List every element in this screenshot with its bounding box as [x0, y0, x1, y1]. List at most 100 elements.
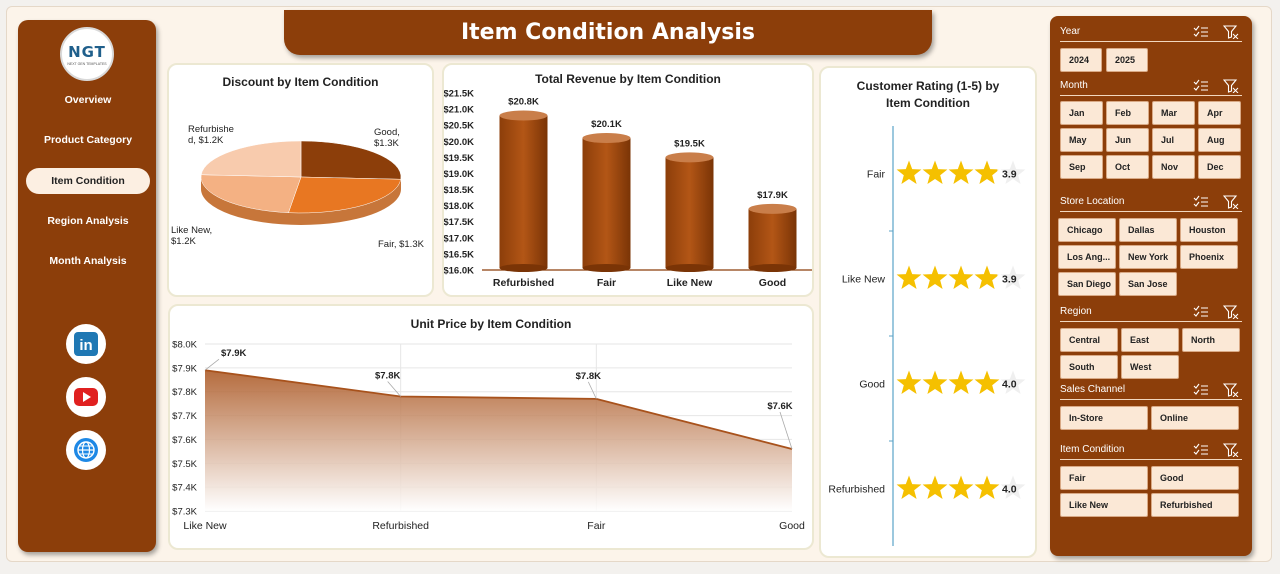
multi-select-icon[interactable] [1193, 383, 1209, 397]
revenue-ytick: $17.5K [444, 217, 474, 228]
clear-filter-icon[interactable] [1223, 25, 1239, 39]
price-area [205, 370, 792, 511]
slicer-chip-region-north[interactable]: North [1182, 328, 1240, 352]
rating-category-refurbished: Refurbished [828, 484, 885, 496]
slicer-header-sales-channel: Sales Channel [1060, 382, 1242, 400]
slicer-chip-store-location-san-jose[interactable]: San Jose [1119, 272, 1177, 296]
linkedin-button[interactable]: in [66, 324, 106, 364]
slicer-chip-store-location-new-york[interactable]: New York [1119, 245, 1177, 269]
slicer-header-year: Year [1060, 24, 1242, 42]
revenue-category-refurbished: Refurbished [493, 277, 554, 289]
clear-filter-icon[interactable] [1223, 305, 1239, 319]
unit-price-area-chart: $7.3K $7.4K $7.5K $7.6K $7.7K $7.8K $7.9K $8.0K… [172, 340, 805, 533]
slicer-chip-region-east[interactable]: East [1121, 328, 1179, 352]
linkedin-icon: in [74, 332, 98, 356]
slicer-chip-year-2024[interactable]: 2024 [1060, 48, 1102, 72]
rating-category-like-new: Like New [842, 274, 886, 286]
slicer-chip-store-location-los-ang[interactable]: Los Ang... [1058, 245, 1116, 269]
multi-select-icon[interactable] [1193, 79, 1209, 93]
slicer-chip-store-location-dallas[interactable]: Dallas [1119, 218, 1177, 242]
website-button[interactable] [66, 430, 106, 470]
revenue-bar-fair [582, 138, 631, 268]
slicer-chip-sales-channel-online[interactable]: Online [1151, 406, 1239, 430]
slicer-chip-store-location-san-diego[interactable]: San Diego [1058, 272, 1116, 296]
slicer-chip-month-jan[interactable]: Jan [1060, 101, 1103, 125]
multi-select-icon[interactable] [1193, 443, 1209, 457]
slicer-chip-month-nov[interactable]: Nov [1152, 155, 1195, 179]
revenue-ytick: $20.0K [444, 137, 474, 148]
slicer-chip-month-jun[interactable]: Jun [1106, 128, 1149, 152]
slicer-chip-sales-channel-in-store[interactable]: In-Store [1060, 406, 1148, 430]
rating-star-full [922, 265, 948, 289]
rating-star-full [974, 370, 1000, 394]
slicer-title-region: Region [1060, 306, 1092, 317]
slicer-chip-month-may[interactable]: May [1060, 128, 1103, 152]
slicer-chip-month-apr[interactable]: Apr [1198, 101, 1241, 125]
revenue-bar-base-good [748, 264, 797, 272]
clear-filter-icon[interactable] [1223, 79, 1239, 93]
slicer-chip-item-condition-refurbished[interactable]: Refurbished [1151, 493, 1239, 517]
slicer-chip-month-mar[interactable]: Mar [1152, 101, 1195, 125]
nav-item-region-analysis[interactable]: Region Analysis [47, 215, 129, 227]
rating-title-line1: Customer Rating (1-5) by [856, 79, 1000, 93]
slicer-header-region: Region [1060, 304, 1242, 322]
slicer-title-item-condition: Item Condition [1060, 444, 1125, 455]
slicer-chip-item-condition-fair[interactable]: Fair [1060, 466, 1148, 490]
revenue-bar-top-like-new [665, 152, 714, 163]
nav-item-overview[interactable]: Overview [64, 94, 112, 106]
multi-select-icon[interactable] [1193, 195, 1209, 209]
rating-star-full [974, 475, 1000, 499]
price-ytick: $7.5K [172, 459, 197, 470]
unit-price-chart-title: Unit Price by Item Condition [410, 317, 572, 331]
slicer-chip-store-location-phoenix[interactable]: Phoenix [1180, 245, 1238, 269]
slicer-chip-month-aug[interactable]: Aug [1198, 128, 1241, 152]
rating-star-full [922, 370, 948, 394]
slicer-chip-item-condition-good[interactable]: Good [1151, 466, 1239, 490]
slicer-chip-region-central[interactable]: Central [1060, 328, 1118, 352]
clear-filter-icon[interactable] [1223, 383, 1239, 397]
youtube-icon [74, 388, 98, 406]
unit-price-chart-card: Unit Price by Item Condition $7.3K $7.4K $… [168, 304, 814, 550]
globe-icon [74, 438, 98, 462]
slicer-chip-month-sep[interactable]: Sep [1060, 155, 1103, 179]
nav-item-product-category[interactable]: Product Category [43, 134, 133, 146]
slicer-chip-store-location-houston[interactable]: Houston [1180, 218, 1238, 242]
page-title: Item Condition Analysis [460, 20, 756, 45]
discount-chart-title: Discount by Item Condition [222, 75, 379, 89]
pie-slice-good [300, 140, 402, 180]
slicer-chip-item-condition-like-new[interactable]: Like New [1060, 493, 1148, 517]
revenue-bar-base-refurbished [499, 264, 548, 272]
slicer-chip-year-2025[interactable]: 2025 [1106, 48, 1148, 72]
clear-filter-icon[interactable] [1223, 195, 1239, 209]
price-leader-line [204, 358, 220, 371]
rating-data-label-fair: 3.9 [1002, 169, 1017, 181]
nav-item-item-condition[interactable]: Item Condition [26, 168, 150, 194]
slicer-chip-month-feb[interactable]: Feb [1106, 101, 1149, 125]
multi-select-icon[interactable] [1193, 305, 1209, 319]
price-ytick: $8.0K [172, 340, 197, 351]
rating-chart-card: Customer Rating (1-5) by Item Condition … [819, 66, 1037, 558]
slicer-chip-month-dec[interactable]: Dec [1198, 155, 1241, 179]
rating-star-full [896, 475, 922, 499]
price-category-good: Good [779, 520, 805, 532]
slicer-chip-region-south[interactable]: South [1060, 355, 1118, 379]
rating-star-full [948, 160, 974, 184]
price-ytick: $7.4K [172, 483, 197, 494]
rating-star-full [948, 370, 974, 394]
slicer-chip-month-jul[interactable]: Jul [1152, 128, 1195, 152]
slicer-chip-store-location-chicago[interactable]: Chicago [1058, 218, 1116, 242]
nav-item-month-analysis[interactable]: Month Analysis [49, 255, 127, 267]
revenue-ytick: $18.5K [444, 185, 474, 196]
clear-filter-icon[interactable] [1223, 443, 1239, 457]
rating-title-line2: Item Condition [886, 96, 970, 110]
rating-category-fair: Fair [867, 169, 886, 181]
rating-star-full [896, 370, 922, 394]
multi-select-icon[interactable] [1193, 25, 1209, 39]
revenue-bar-chart: $16.0K $16.5K $17.0K $17.5K $18.0K $18.5K $19.… [444, 89, 812, 289]
revenue-category-like-new: Like New [667, 277, 713, 289]
youtube-button[interactable] [66, 377, 106, 417]
revenue-category-fair: Fair [597, 277, 616, 289]
slicer-chip-region-west[interactable]: West [1121, 355, 1179, 379]
slicer-title-sales-channel: Sales Channel [1060, 384, 1126, 395]
slicer-chip-month-oct[interactable]: Oct [1106, 155, 1149, 179]
